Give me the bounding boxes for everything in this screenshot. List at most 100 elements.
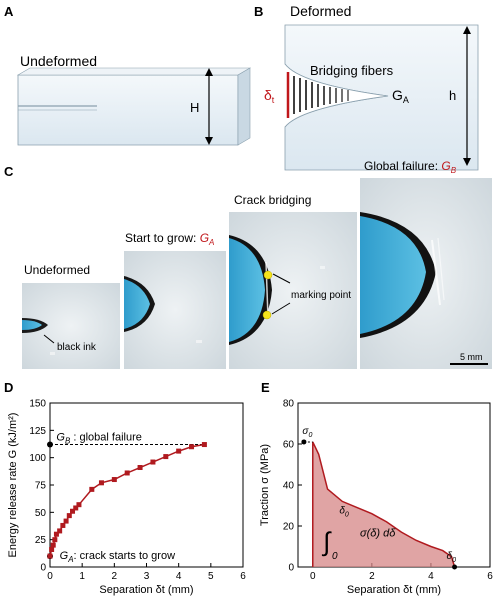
x-tick-label-d: 2 [112, 571, 118, 582]
g-data-point [201, 442, 207, 448]
delta0-sym: δ [447, 551, 453, 562]
photo-global-failure [360, 178, 492, 369]
y-tick-label-d: 25 [35, 535, 47, 546]
g-data-point [137, 465, 143, 471]
g-data-point [66, 513, 72, 519]
g-data-point [89, 486, 95, 492]
g-data-point [76, 502, 82, 508]
panel-b-label: B [254, 4, 263, 19]
traction-curve [312, 441, 456, 568]
bridging-fibers [293, 76, 349, 114]
chart-energy-release: 0 1 2 3 4 5 6 0 25 50 75 100 125 150 Separation δt (mm… [7, 399, 246, 597]
y-tick-label-e: 0 [288, 563, 294, 574]
gb-marker [47, 441, 53, 448]
integral-sign: ∫ [321, 527, 332, 557]
x-tick-label-d: 5 [208, 571, 214, 582]
undeformed-specimen [16, 67, 252, 146]
y-tick-label-d: 125 [29, 426, 46, 437]
marking-pointer-upper [272, 273, 291, 284]
gb-symbol: G [56, 432, 65, 444]
integral-upper-sym: δ [339, 506, 345, 517]
g-data-point [57, 528, 63, 534]
bridging-fibers-label: Bridging fibers [310, 63, 394, 78]
marking-pointer-lower [271, 302, 291, 315]
integral-lower: 0 [332, 551, 338, 562]
panel-d-label: D [4, 380, 13, 395]
ga-text: : crack starts to grow [74, 550, 176, 562]
x-tick-label-d: 1 [79, 571, 85, 582]
g-data-point [53, 531, 59, 537]
x-tick-label-e: 4 [428, 571, 434, 582]
g-data-point [47, 553, 53, 559]
g-data-point [163, 454, 169, 460]
ga-label-b: GA [392, 87, 409, 105]
g-data-point [189, 444, 195, 450]
g-data-point [98, 480, 104, 486]
y-tick-label-e: 40 [283, 481, 295, 492]
g-data-point [50, 542, 56, 548]
g-data-point [111, 477, 117, 483]
integral-text: σ(δ) dδ [360, 527, 396, 539]
x-tick-label-e: 6 [487, 571, 493, 582]
height-arrow-h [463, 26, 471, 166]
ga-symbol: G [60, 550, 69, 562]
delta-t-label: δt [264, 87, 275, 105]
y-tick-label-d: 150 [29, 399, 46, 410]
black-ink-label: black ink [57, 342, 97, 353]
photo4-title: Global failure: GB [364, 159, 457, 175]
g-data-point [73, 505, 79, 511]
gb-symbol-sub: B [65, 437, 71, 446]
g-data-point [70, 508, 76, 514]
y-tick-label-d: 50 [35, 508, 47, 519]
photo-undeformed [22, 283, 120, 369]
x-tick-label-e: 2 [369, 571, 375, 582]
gb-text: : global failure [70, 432, 142, 444]
y-tick-label-e: 20 [283, 522, 295, 533]
x-axis-label-e: Separation δt (mm) [347, 584, 441, 596]
y-tick-label-e: 60 [283, 440, 295, 451]
x-tick-label-d: 0 [47, 571, 53, 582]
y-axis-label-e: Traction σ (MPa) [259, 444, 271, 526]
g-curve [49, 443, 205, 557]
integral-upper: δ0 [339, 506, 349, 519]
traction-area [312, 441, 455, 567]
photo-crack-bridging [229, 212, 357, 369]
y-tick-label-d: 100 [29, 453, 46, 464]
g-data-point [49, 547, 55, 553]
sigma0-label: σ0 [302, 426, 312, 439]
x-axis-label-d: Separation δt (mm) [99, 584, 193, 596]
photo1-title: Undeformed [24, 263, 90, 277]
g-data-point [124, 470, 130, 476]
photo3-title: Crack bridging [234, 193, 311, 207]
g-data-point [52, 537, 58, 543]
sigma0-sym: σ [302, 426, 309, 437]
gb-annotation: GB : global failure [56, 432, 141, 446]
delta0-sub: 0 [452, 557, 456, 564]
g-data-point [150, 459, 156, 465]
g-data-point [176, 448, 182, 454]
x-tick-label-d: 3 [144, 571, 150, 582]
scale-bar-label: 5 mm [460, 352, 483, 362]
height-arrow-H [205, 68, 213, 145]
delta0-marker [452, 564, 458, 570]
panel-b-title: Deformed [290, 3, 351, 19]
photo2-title: Start to grow: GA [125, 231, 214, 247]
x-tick-label-e: 0 [310, 571, 316, 582]
height-label-h: h [449, 88, 456, 103]
g-data-point [60, 522, 66, 528]
g-data-point [63, 518, 69, 524]
y-tick-label-e: 80 [283, 399, 295, 410]
panel-c-label: C [4, 164, 14, 179]
ga-annotation: GA: crack starts to grow [60, 550, 175, 564]
ga-symbol-sub: A [67, 555, 73, 564]
sigma0-sub: 0 [308, 432, 312, 439]
panel-a-label: A [4, 4, 14, 19]
y-tick-label-d: 0 [40, 563, 46, 574]
marking-point-label: marking point [291, 290, 351, 301]
x-tick-label-d: 6 [240, 571, 246, 582]
x-tick-label-d: 4 [176, 571, 182, 582]
y-tick-label-d: 75 [35, 481, 47, 492]
panel-e-label: E [261, 380, 270, 395]
